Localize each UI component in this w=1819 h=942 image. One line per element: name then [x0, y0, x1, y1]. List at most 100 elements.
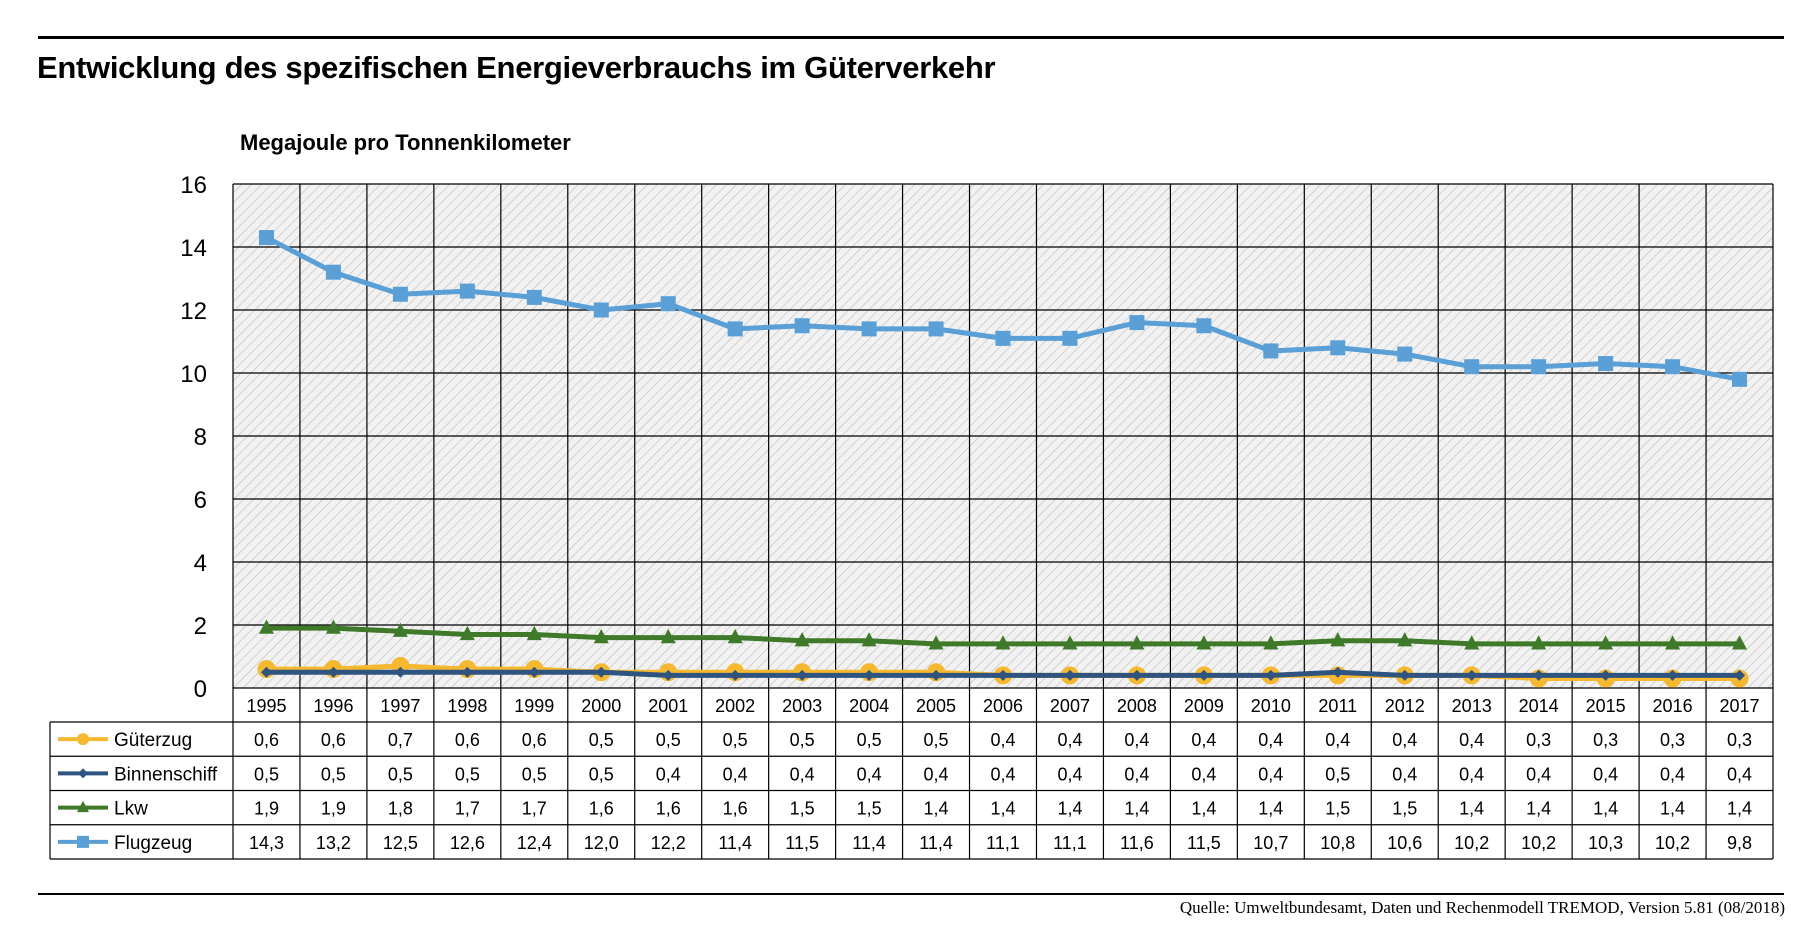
x-tick-label: 2002: [715, 696, 755, 716]
data-point-lkw: [1263, 635, 1279, 650]
table-value-lkw: 1,8: [388, 799, 413, 819]
table-value-flugzeug: 10,3: [1588, 833, 1623, 853]
table-value-g-terzug: 0,4: [990, 730, 1015, 750]
table-value-flugzeug: 12,5: [383, 833, 418, 853]
table-value-binnenschiff: 0,5: [589, 764, 614, 784]
table-value-flugzeug: 10,8: [1320, 833, 1355, 853]
x-tick-label: 2017: [1719, 696, 1759, 716]
table-value-lkw: 1,4: [990, 799, 1015, 819]
data-point-binnenschiff: [327, 666, 339, 678]
table-value-binnenschiff: 0,5: [321, 764, 346, 784]
y-tick-label: 0: [194, 676, 207, 703]
data-point-lkw: [392, 622, 408, 637]
x-tick-label: 1997: [380, 696, 420, 716]
data-point-lkw: [995, 635, 1011, 650]
table-value-g-terzug: 0,6: [321, 730, 346, 750]
x-tick-label: 2009: [1184, 696, 1224, 716]
table-value-flugzeug: 13,2: [316, 833, 351, 853]
y-tick-label: 2: [194, 613, 207, 640]
data-point-flugzeug: [1263, 343, 1279, 359]
table-value-flugzeug: 11,5: [785, 833, 819, 853]
legend-label-lkw: Lkw: [114, 799, 148, 820]
x-tick-label: 1995: [246, 696, 286, 716]
data-point-lkw: [928, 635, 944, 650]
x-tick-label: 2005: [916, 696, 956, 716]
source-note: Quelle: Umweltbundesamt, Daten und Reche…: [1179, 898, 1785, 917]
chart-title: Entwicklung des spezifischen Energieverb…: [37, 50, 996, 85]
data-point-lkw: [1196, 635, 1212, 650]
data-point-flugzeug: [459, 283, 475, 299]
table-value-flugzeug: 12,2: [651, 833, 686, 853]
data-point-flugzeug: [1531, 359, 1547, 375]
table-value-binnenschiff: 0,4: [1057, 764, 1082, 784]
data-point-lkw: [593, 628, 609, 644]
table-value-g-terzug: 0,5: [790, 730, 815, 750]
data-point-lkw: [660, 628, 676, 644]
top-rule: [38, 36, 1784, 39]
data-point-binnenschiff: [260, 666, 272, 678]
x-tick-label: 2004: [849, 696, 889, 716]
data-point-binnenschiff: [1600, 669, 1612, 681]
table-value-g-terzug: 0,6: [522, 730, 547, 750]
y-tick-label: 4: [194, 550, 207, 577]
data-point-flugzeug: [526, 289, 542, 305]
x-tick-label: 2012: [1385, 696, 1425, 716]
data-point-binnenschiff: [662, 669, 674, 681]
data-point-lkw: [1464, 635, 1480, 650]
table-value-binnenschiff: 0,4: [723, 764, 748, 784]
x-tick-label: 1999: [514, 696, 554, 716]
table-value-flugzeug: 12,4: [517, 833, 552, 853]
table-value-lkw: 1,4: [1057, 799, 1082, 819]
table-value-lkw: 1,6: [656, 799, 681, 819]
legend-label-flugzeug: Flugzeug: [114, 833, 192, 854]
y-tick-label: 10: [180, 361, 207, 388]
table-value-lkw: 1,4: [1593, 799, 1618, 819]
data-point-binnenschiff: [595, 666, 607, 678]
data-point-lkw: [1062, 635, 1078, 650]
table-value-flugzeug: 9,8: [1727, 833, 1752, 853]
x-tick-label: 2003: [782, 696, 822, 716]
data-point-binnenschiff: [1667, 669, 1679, 681]
table-value-binnenschiff: 0,4: [1593, 764, 1618, 784]
data-point-flugzeug: [794, 318, 810, 334]
data-point-flugzeug: [1397, 346, 1413, 362]
data-point-binnenschiff: [1198, 669, 1210, 681]
data-point-lkw: [1531, 635, 1547, 650]
data-point-lkw: [258, 619, 274, 634]
table-value-binnenschiff: 0,4: [1258, 764, 1283, 784]
table-value-g-terzug: 0,5: [857, 730, 882, 750]
data-point-binnenschiff: [1064, 669, 1076, 681]
table-value-g-terzug: 0,4: [1124, 730, 1149, 750]
x-tick-label: 2015: [1586, 696, 1626, 716]
data-point-binnenschiff: [1332, 666, 1344, 678]
x-tick-label: 1996: [313, 696, 353, 716]
data-point-flugzeug: [1598, 356, 1614, 372]
data-point-binnenschiff: [394, 666, 406, 678]
data-point-binnenschiff: [1466, 669, 1478, 681]
data-point-flugzeug: [1196, 318, 1212, 334]
data-point-binnenschiff: [1399, 669, 1411, 681]
table-value-g-terzug: 0,3: [1727, 730, 1752, 750]
data-point-binnenschiff: [528, 666, 540, 678]
table-value-lkw: 1,4: [1258, 799, 1283, 819]
data-point-flugzeug: [593, 302, 609, 318]
data-point-binnenschiff: [729, 669, 741, 681]
data-point-lkw: [1397, 632, 1413, 647]
table-value-flugzeug: 11,4: [852, 833, 886, 853]
data-point-lkw: [325, 619, 341, 634]
data-point-flugzeug: [1330, 340, 1346, 356]
table-value-binnenschiff: 0,4: [1660, 764, 1685, 784]
x-tick-label: 2008: [1117, 696, 1157, 716]
table-value-lkw: 1,5: [1325, 799, 1350, 819]
x-tick-label: 2011: [1318, 696, 1357, 716]
data-point-flugzeug: [1732, 371, 1748, 387]
table-value-flugzeug: 10,2: [1655, 833, 1690, 853]
data-point-lkw: [1665, 635, 1681, 650]
table-value-flugzeug: 11,1: [1053, 833, 1087, 853]
table-value-flugzeug: 11,1: [986, 833, 1020, 853]
table-value-flugzeug: 12,6: [450, 833, 485, 853]
x-tick-label: 2000: [581, 696, 621, 716]
data-point-flugzeug: [325, 264, 341, 280]
data-point-flugzeug: [392, 286, 408, 302]
table-value-binnenschiff: 0,4: [1124, 764, 1149, 784]
